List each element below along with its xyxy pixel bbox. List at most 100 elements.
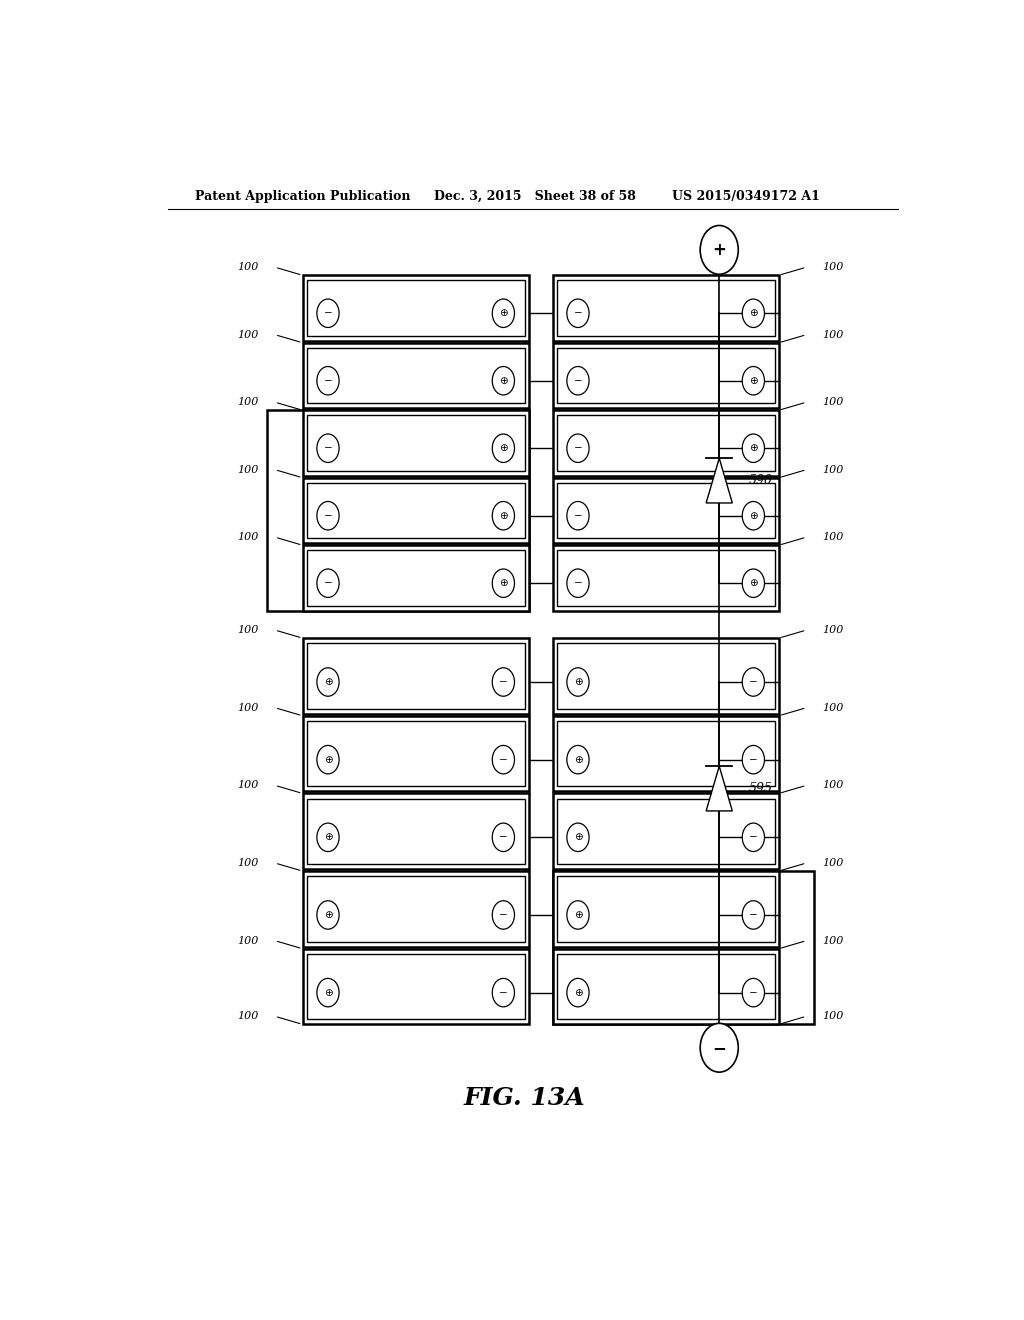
Circle shape: [742, 824, 765, 851]
Text: ⊕: ⊕: [324, 909, 333, 920]
Text: 100: 100: [238, 263, 259, 272]
Circle shape: [742, 668, 765, 696]
Text: ⊕: ⊕: [749, 309, 758, 318]
Text: −: −: [573, 309, 583, 318]
Text: ⊕: ⊕: [324, 833, 333, 842]
Text: 100: 100: [238, 532, 259, 543]
Text: ⊕: ⊕: [324, 755, 333, 764]
Circle shape: [316, 434, 339, 462]
Text: 100: 100: [822, 1011, 844, 1022]
Bar: [303, 276, 528, 341]
Text: −: −: [749, 987, 758, 998]
Text: −: −: [573, 578, 583, 589]
Bar: [306, 954, 525, 1019]
Text: ⊕: ⊕: [573, 987, 583, 998]
Text: −: −: [573, 511, 583, 520]
Text: 100: 100: [822, 780, 844, 791]
Bar: [306, 348, 525, 403]
Bar: [303, 949, 528, 1024]
Text: ⊕: ⊕: [499, 444, 508, 453]
Bar: [267, 411, 528, 611]
Circle shape: [493, 824, 514, 851]
Bar: [557, 416, 775, 471]
Circle shape: [567, 502, 589, 529]
Bar: [306, 721, 525, 787]
Bar: [306, 550, 525, 606]
Circle shape: [493, 746, 514, 774]
Text: −: −: [499, 677, 508, 686]
Text: −: −: [749, 909, 758, 920]
Bar: [553, 871, 814, 1024]
Circle shape: [316, 978, 339, 1007]
Circle shape: [567, 434, 589, 462]
Bar: [553, 793, 779, 869]
Text: −: −: [499, 987, 508, 998]
Text: 100: 100: [238, 465, 259, 475]
Bar: [557, 483, 775, 539]
Text: −: −: [749, 755, 758, 764]
Circle shape: [742, 569, 765, 598]
Text: FIG. 13A: FIG. 13A: [464, 1085, 586, 1110]
Bar: [557, 799, 775, 865]
Bar: [303, 715, 528, 792]
Text: 100: 100: [238, 624, 259, 635]
Circle shape: [742, 367, 765, 395]
Bar: [303, 793, 528, 869]
Text: −: −: [324, 309, 333, 318]
Bar: [306, 799, 525, 865]
Circle shape: [567, 300, 589, 327]
Circle shape: [316, 746, 339, 774]
Bar: [553, 276, 779, 341]
Text: ⊕: ⊕: [499, 578, 508, 589]
Circle shape: [493, 434, 514, 462]
Bar: [557, 550, 775, 606]
Circle shape: [567, 824, 589, 851]
Circle shape: [742, 300, 765, 327]
Bar: [557, 280, 775, 335]
Text: 100: 100: [822, 330, 844, 339]
Circle shape: [316, 367, 339, 395]
Text: 590: 590: [749, 474, 772, 487]
Bar: [553, 715, 779, 792]
Circle shape: [493, 668, 514, 696]
Circle shape: [700, 1023, 738, 1072]
Text: 100: 100: [822, 858, 844, 869]
Text: −: −: [499, 833, 508, 842]
Text: 100: 100: [822, 936, 844, 945]
Text: 100: 100: [238, 397, 259, 407]
Circle shape: [742, 746, 765, 774]
Text: −: −: [324, 511, 333, 520]
Circle shape: [567, 746, 589, 774]
Text: ⊕: ⊕: [573, 755, 583, 764]
Bar: [306, 416, 525, 471]
Text: −: −: [749, 677, 758, 686]
Text: Dec. 3, 2015   Sheet 38 of 58: Dec. 3, 2015 Sheet 38 of 58: [433, 190, 636, 202]
Circle shape: [316, 569, 339, 598]
Bar: [557, 876, 775, 941]
Bar: [303, 411, 528, 475]
Text: −: −: [324, 578, 333, 589]
Text: ⊕: ⊕: [573, 677, 583, 686]
Text: ⊕: ⊕: [749, 376, 758, 385]
Bar: [306, 643, 525, 709]
Circle shape: [567, 978, 589, 1007]
Text: ⊕: ⊕: [749, 578, 758, 589]
Text: 100: 100: [238, 702, 259, 713]
Bar: [553, 478, 779, 544]
Polygon shape: [707, 458, 732, 503]
Text: −: −: [499, 909, 508, 920]
Text: −: −: [573, 444, 583, 453]
Circle shape: [742, 900, 765, 929]
Circle shape: [493, 978, 514, 1007]
Text: −: −: [573, 376, 583, 385]
Bar: [557, 721, 775, 787]
Bar: [303, 478, 528, 544]
Text: −: −: [713, 1039, 726, 1057]
Bar: [553, 949, 779, 1024]
Text: 100: 100: [238, 1011, 259, 1022]
Text: 100: 100: [822, 465, 844, 475]
Text: 100: 100: [822, 624, 844, 635]
Circle shape: [742, 978, 765, 1007]
Bar: [306, 876, 525, 941]
Text: ⊕: ⊕: [499, 511, 508, 520]
